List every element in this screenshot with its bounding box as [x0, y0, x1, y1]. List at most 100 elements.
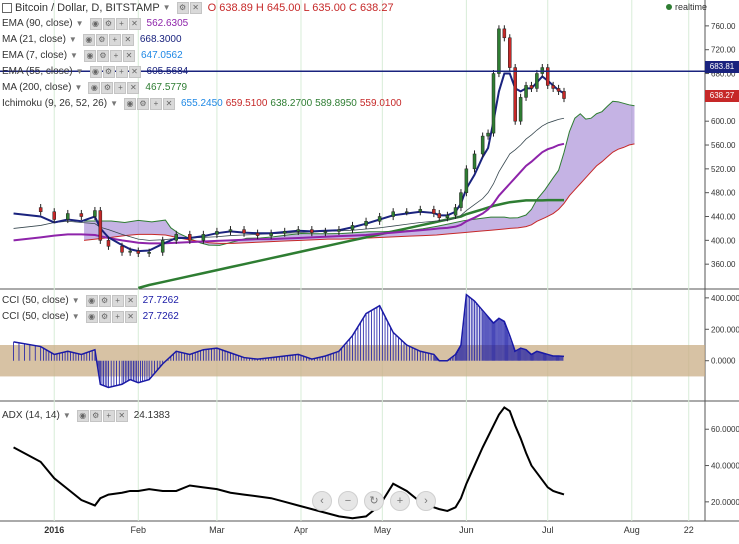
close-icon[interactable]: ✕	[128, 18, 141, 30]
chevron-down-icon[interactable]: ▼	[75, 19, 84, 28]
candle-body	[437, 213, 442, 218]
indicator-name[interactable]: MA (21, close)	[2, 34, 66, 45]
plus-icon[interactable]: +	[102, 410, 115, 422]
settings-icon[interactable]: ⚙	[98, 311, 111, 323]
close-icon[interactable]: ✕	[122, 50, 135, 62]
close-icon[interactable]: ✕	[121, 34, 134, 46]
eye-icon[interactable]: ◉	[82, 34, 95, 46]
chevron-down-icon[interactable]: ▼	[75, 67, 84, 76]
indicator-name[interactable]: MA (200, close)	[2, 82, 72, 93]
candle-body	[98, 210, 103, 241]
settings-icon[interactable]: ⚙	[136, 98, 149, 110]
settings-icon[interactable]: ⚙	[176, 2, 189, 14]
eye-icon[interactable]: ◉	[85, 295, 98, 307]
chevron-down-icon[interactable]: ▼	[68, 35, 77, 44]
chevron-down-icon[interactable]: ▼	[70, 51, 78, 60]
indicator-name[interactable]: EMA (55, close)	[2, 66, 73, 77]
settings-icon[interactable]: ⚙	[96, 50, 109, 62]
symbol-dropdown-icon[interactable]: ▼	[162, 3, 171, 12]
adx-line	[13, 406, 565, 520]
zoom-in-icon[interactable]: +	[390, 491, 410, 511]
settings-icon[interactable]: ⚙	[102, 66, 115, 78]
candle-body	[377, 216, 382, 222]
chevron-down-icon[interactable]: ▼	[110, 99, 118, 108]
plus-icon[interactable]: +	[111, 311, 124, 323]
ohlc-low: L 635.00	[303, 2, 346, 14]
indicator-name[interactable]: EMA (7, close)	[2, 50, 68, 61]
candle-body	[282, 231, 287, 234]
settings-icon[interactable]: ⚙	[98, 295, 111, 307]
symbol-square-icon[interactable]	[2, 3, 12, 13]
cci-name[interactable]: CCI (50, close)	[2, 295, 69, 306]
plus-icon[interactable]: +	[109, 50, 122, 62]
close-icon[interactable]: ✕	[128, 66, 141, 78]
y-tick-label: 520.00	[711, 165, 736, 174]
plus-icon[interactable]: +	[108, 34, 121, 46]
x-tick-label: Jul	[542, 525, 554, 535]
candle-body	[464, 168, 469, 193]
settings-icon[interactable]: ⚙	[95, 34, 108, 46]
cci-name[interactable]: CCI (50, close)	[2, 311, 69, 322]
zoom-out-icon[interactable]: −	[338, 491, 358, 511]
eye-icon[interactable]: ◉	[83, 50, 96, 62]
close-icon[interactable]: ✕	[124, 311, 137, 323]
chevron-down-icon[interactable]: ▼	[62, 411, 71, 420]
symbol-header: Bitcoin / Dollar, D, BITSTAMP ▼ ⚙ ✕ O 63…	[2, 1, 394, 15]
candle-body	[391, 211, 395, 217]
candle-body	[529, 85, 534, 89]
adx-panel	[13, 406, 565, 520]
chevron-down-icon[interactable]: ▼	[71, 312, 80, 321]
settings-icon[interactable]: ⚙	[89, 410, 102, 422]
chevron-down-icon[interactable]: ▼	[74, 83, 83, 92]
eye-icon[interactable]: ◉	[123, 98, 136, 110]
plus-icon[interactable]: +	[115, 18, 128, 30]
close-icon[interactable]: ✕	[124, 295, 137, 307]
indicator-buttons: ◉ ⚙ + ✕	[83, 50, 135, 62]
plus-icon[interactable]: +	[111, 295, 124, 307]
close-icon[interactable]: ✕	[189, 2, 202, 14]
last-price-tag: 638.27	[705, 90, 739, 102]
candle-body	[106, 240, 111, 247]
eye-icon[interactable]: ◉	[88, 82, 101, 94]
close-icon[interactable]: ✕	[115, 410, 128, 422]
eye-icon[interactable]: ◉	[85, 311, 98, 323]
candle-body	[453, 207, 458, 216]
candle-body	[486, 132, 490, 137]
eye-icon[interactable]: ◉	[76, 410, 89, 422]
y-tick-label: 480.00	[711, 189, 736, 198]
adx-legend: ADX (14, 14) ▼ ◉ ⚙ + ✕ 24.1383	[2, 409, 170, 423]
indicator-value: 659.5100	[225, 98, 268, 109]
scroll-right-icon[interactable]: ›	[416, 491, 436, 511]
reset-icon[interactable]: ↻	[364, 491, 384, 511]
y-tick-label: 760.00	[711, 22, 736, 31]
settings-icon[interactable]: ⚙	[102, 18, 115, 30]
close-icon[interactable]: ✕	[127, 82, 140, 94]
chevron-down-icon[interactable]: ▼	[71, 296, 80, 305]
candle-body	[136, 250, 141, 254]
candle-body	[38, 207, 43, 212]
symbol-title[interactable]: Bitcoin / Dollar, D, BITSTAMP	[15, 2, 160, 14]
adx-name[interactable]: ADX (14, 14)	[2, 410, 60, 421]
cci-buttons: ◉ ⚙ + ✕	[85, 295, 137, 307]
scroll-left-icon[interactable]: ‹	[312, 491, 332, 511]
plus-icon[interactable]: +	[115, 66, 128, 78]
indicator-name[interactable]: Ichimoku (9, 26, 52, 26)	[2, 98, 108, 109]
y-tick-label: 680.00	[711, 70, 736, 79]
settings-icon[interactable]: ⚙	[101, 82, 114, 94]
plus-icon[interactable]: +	[114, 82, 127, 94]
symbol-buttons: ⚙ ✕	[176, 2, 202, 14]
candle-body	[518, 97, 523, 122]
close-icon[interactable]: ✕	[162, 98, 175, 110]
adx-buttons: ◉ ⚙ + ✕	[76, 410, 128, 422]
eye-icon[interactable]: ◉	[89, 66, 102, 78]
candle-body	[545, 67, 550, 86]
eye-icon[interactable]: ◉	[89, 18, 102, 30]
y-tick-label: 400.00	[711, 236, 736, 245]
ohlc-close: C 638.27	[348, 2, 394, 14]
plus-icon[interactable]: +	[149, 98, 162, 110]
candle-body	[128, 250, 132, 253]
legend-row: MA (21, close) ▼ ◉ ⚙ + ✕ 668.3000	[2, 33, 182, 47]
indicator-value: 467.5779	[145, 82, 188, 93]
indicator-name[interactable]: EMA (90, close)	[2, 18, 73, 29]
